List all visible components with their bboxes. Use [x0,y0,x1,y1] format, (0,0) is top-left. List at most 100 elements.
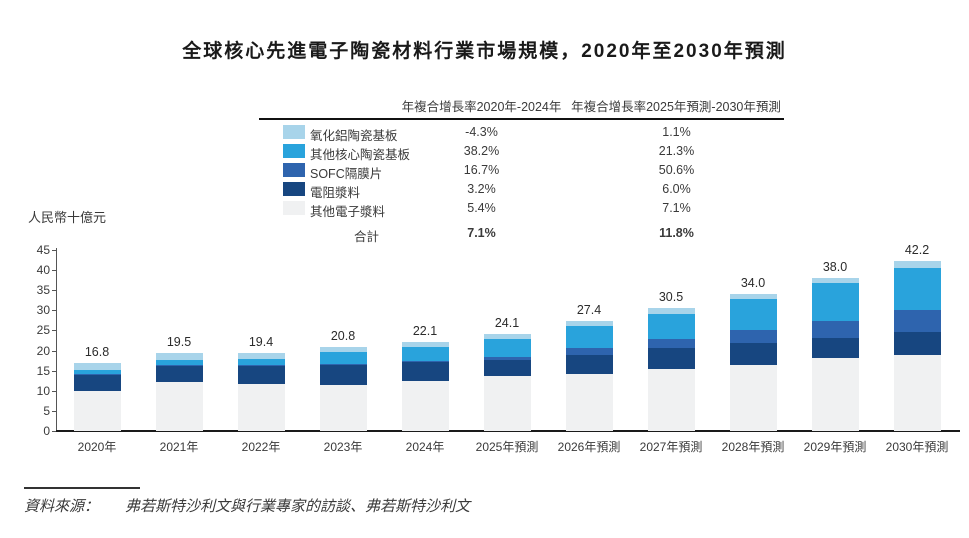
legend-swatch-icon [283,201,305,215]
legend-label: 其他電子漿料 [310,205,386,219]
bar-segment [155,364,203,366]
y-tick-label: 0 [43,424,50,438]
bar-total-label: 30.5 [658,290,684,305]
x-tick-label: 2025年預測 [475,440,539,454]
total-cagr-2025-2030: 11.8% [659,226,694,240]
y-tick-label: 5 [43,403,50,418]
bar-segment [319,364,367,385]
legend-row: 其他核心陶瓷基板 38.2% 21.3% [259,143,784,162]
bar-segment [155,359,203,365]
bar-segment [155,382,203,431]
cagr-value-2020-2024: 16.7% [463,163,500,177]
y-tick-mark [52,270,56,272]
source-line: 資料來源： 弗若斯特沙利文與行業專家的訪談、弗若斯特沙利文 [24,495,470,516]
y-tick-mark [52,330,56,332]
bar-segment [729,299,777,331]
cagr-legend-table: 年複合增長率2020年-2024年 年複合增長率2025年預測-2030年預測 … [259,96,784,248]
y-tick-mark [52,431,56,432]
bar-segment [565,347,613,355]
bar-segment [319,384,367,431]
bar-segment [401,361,449,363]
bar-segment [647,308,695,315]
bar-total-label: 42.2 [904,243,930,258]
bar-segment [565,354,613,375]
legend-row: 電阻漿料 3.2% 6.0% [259,181,784,200]
x-tick-label: 2029年預測 [803,440,867,454]
bar-segment [483,334,531,340]
bar-segment [647,348,695,370]
legend-swatch-icon [283,182,305,196]
bar-segment [811,338,859,359]
cagr-value-2020-2024: 5.4% [467,201,496,215]
bar-segment [811,283,859,322]
bar-segment [237,365,285,366]
bar-segment [401,381,449,431]
y-tick-label: 25 [36,323,50,338]
source-text: 弗若斯特沙利文與行業專家的訪談、弗若斯特沙利文 [125,498,471,515]
y-tick-mark [52,310,56,312]
cagr-value-2025-2030: 1.1% [662,125,691,139]
bar-segment [647,338,695,349]
x-tick-label: 2023年 [323,440,363,454]
total-cagr-2020-2024: 7.1% [467,226,496,240]
bar-segment [483,376,531,431]
bar-segment [811,278,859,284]
y-tick-label: 10 [36,383,50,398]
y-tick-mark [52,390,56,392]
x-tick-label: 2028年預測 [721,440,785,454]
bar-segment [565,320,613,326]
legend-label: 氧化鋁陶瓷基板 [310,129,398,143]
bar-segment [565,326,613,348]
x-tick-label: 2020年 [77,440,117,454]
chart-title: 全球核心先進電子陶瓷材料行業市場規模，2020年至2030年預測 [182,41,787,62]
bar-segment [893,268,941,311]
legend-swatch-icon [283,163,305,177]
bar-segment [73,391,121,431]
cagr-value-2025-2030: 50.6% [658,163,695,177]
legend-swatch-icon [283,144,305,158]
bar-segment [319,363,367,365]
bar-total-label: 19.4 [248,334,274,349]
bar-total-label: 38.0 [822,260,848,275]
y-tick-label: 45 [36,243,50,257]
y-tick-mark [52,370,56,372]
legend-swatch-icon [283,125,305,139]
x-tick-label: 2027年預測 [639,440,703,454]
bar-segment [729,365,777,431]
y-tick-label: 15 [36,363,50,378]
y-tick-mark [52,350,56,352]
y-axis-line [56,248,57,431]
bar-segment [319,347,367,353]
bar-segment [73,363,121,371]
x-tick-label: 2026年預測 [557,440,621,454]
cagr-column-header-2020-2024: 年複合增長率2020年-2024年 [401,100,562,114]
y-tick-label: 20 [36,343,50,358]
y-tick-label: 40 [36,263,50,278]
bar-segment [237,383,285,431]
bar-segment [565,374,613,431]
bar-segment [401,342,449,347]
y-axis-unit-label: 人民幣十億元 [28,210,107,225]
bar-segment [401,346,449,361]
x-tick-label: 2030年預測 [885,440,949,454]
bar-segment [237,359,285,366]
bar-segment [647,314,695,339]
bar-segment [893,331,941,355]
source-divider-rule [24,487,140,489]
y-tick-mark [52,290,56,292]
bar-segment [319,352,367,364]
bar-segment [401,362,449,382]
bar-total-label: 27.4 [576,302,602,317]
total-row-label: 合計 [353,230,379,244]
bar-segment [811,321,859,339]
bar-segment [483,360,531,377]
bar-segment [155,365,203,383]
bar-total-label: 16.8 [84,345,110,360]
legend-row: 其他電子漿料 5.4% 7.1% [259,200,784,219]
bar-segment [811,358,859,431]
cagr-value-2025-2030: 6.0% [662,182,691,196]
cagr-value-2020-2024: -4.3% [465,125,498,139]
bar-segment [729,294,777,300]
